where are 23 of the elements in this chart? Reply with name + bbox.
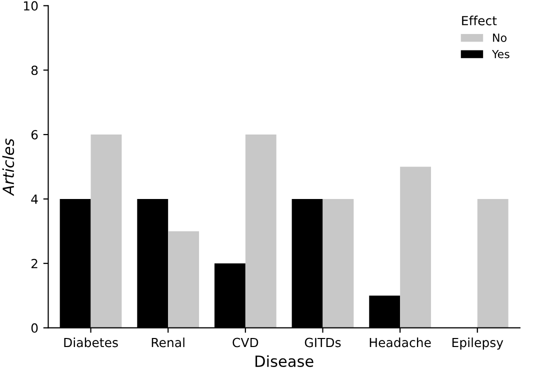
y-tick-label: 10 (24, 1, 38, 11)
x-tick-label: Diabetes (64, 338, 118, 348)
bar (322, 198, 354, 328)
y-tick-label: 4 (31, 194, 38, 204)
y-tick-label: 2 (31, 258, 38, 268)
bar (90, 134, 122, 328)
legend-label: No (493, 34, 506, 42)
y-tick-label: 0 (31, 323, 38, 333)
bar (477, 198, 508, 328)
legend-title: Effect (462, 16, 497, 26)
x-tick-label: GITDs (304, 338, 341, 348)
x-tick-label: Headache (370, 338, 431, 348)
y-tick-label: 8 (31, 66, 38, 76)
legend-label: Yes (492, 50, 510, 58)
x-tick-label: CVD (232, 338, 258, 348)
bar (168, 231, 200, 328)
bar (400, 166, 431, 328)
x-axis-title: Disease (256, 355, 314, 368)
y-axis-title: Articles (2, 138, 14, 196)
bar (245, 134, 276, 328)
x-tick-label: Renal (152, 338, 184, 348)
y-tick-label: 6 (31, 130, 38, 140)
x-tick-label: Epilepsy (452, 338, 504, 350)
